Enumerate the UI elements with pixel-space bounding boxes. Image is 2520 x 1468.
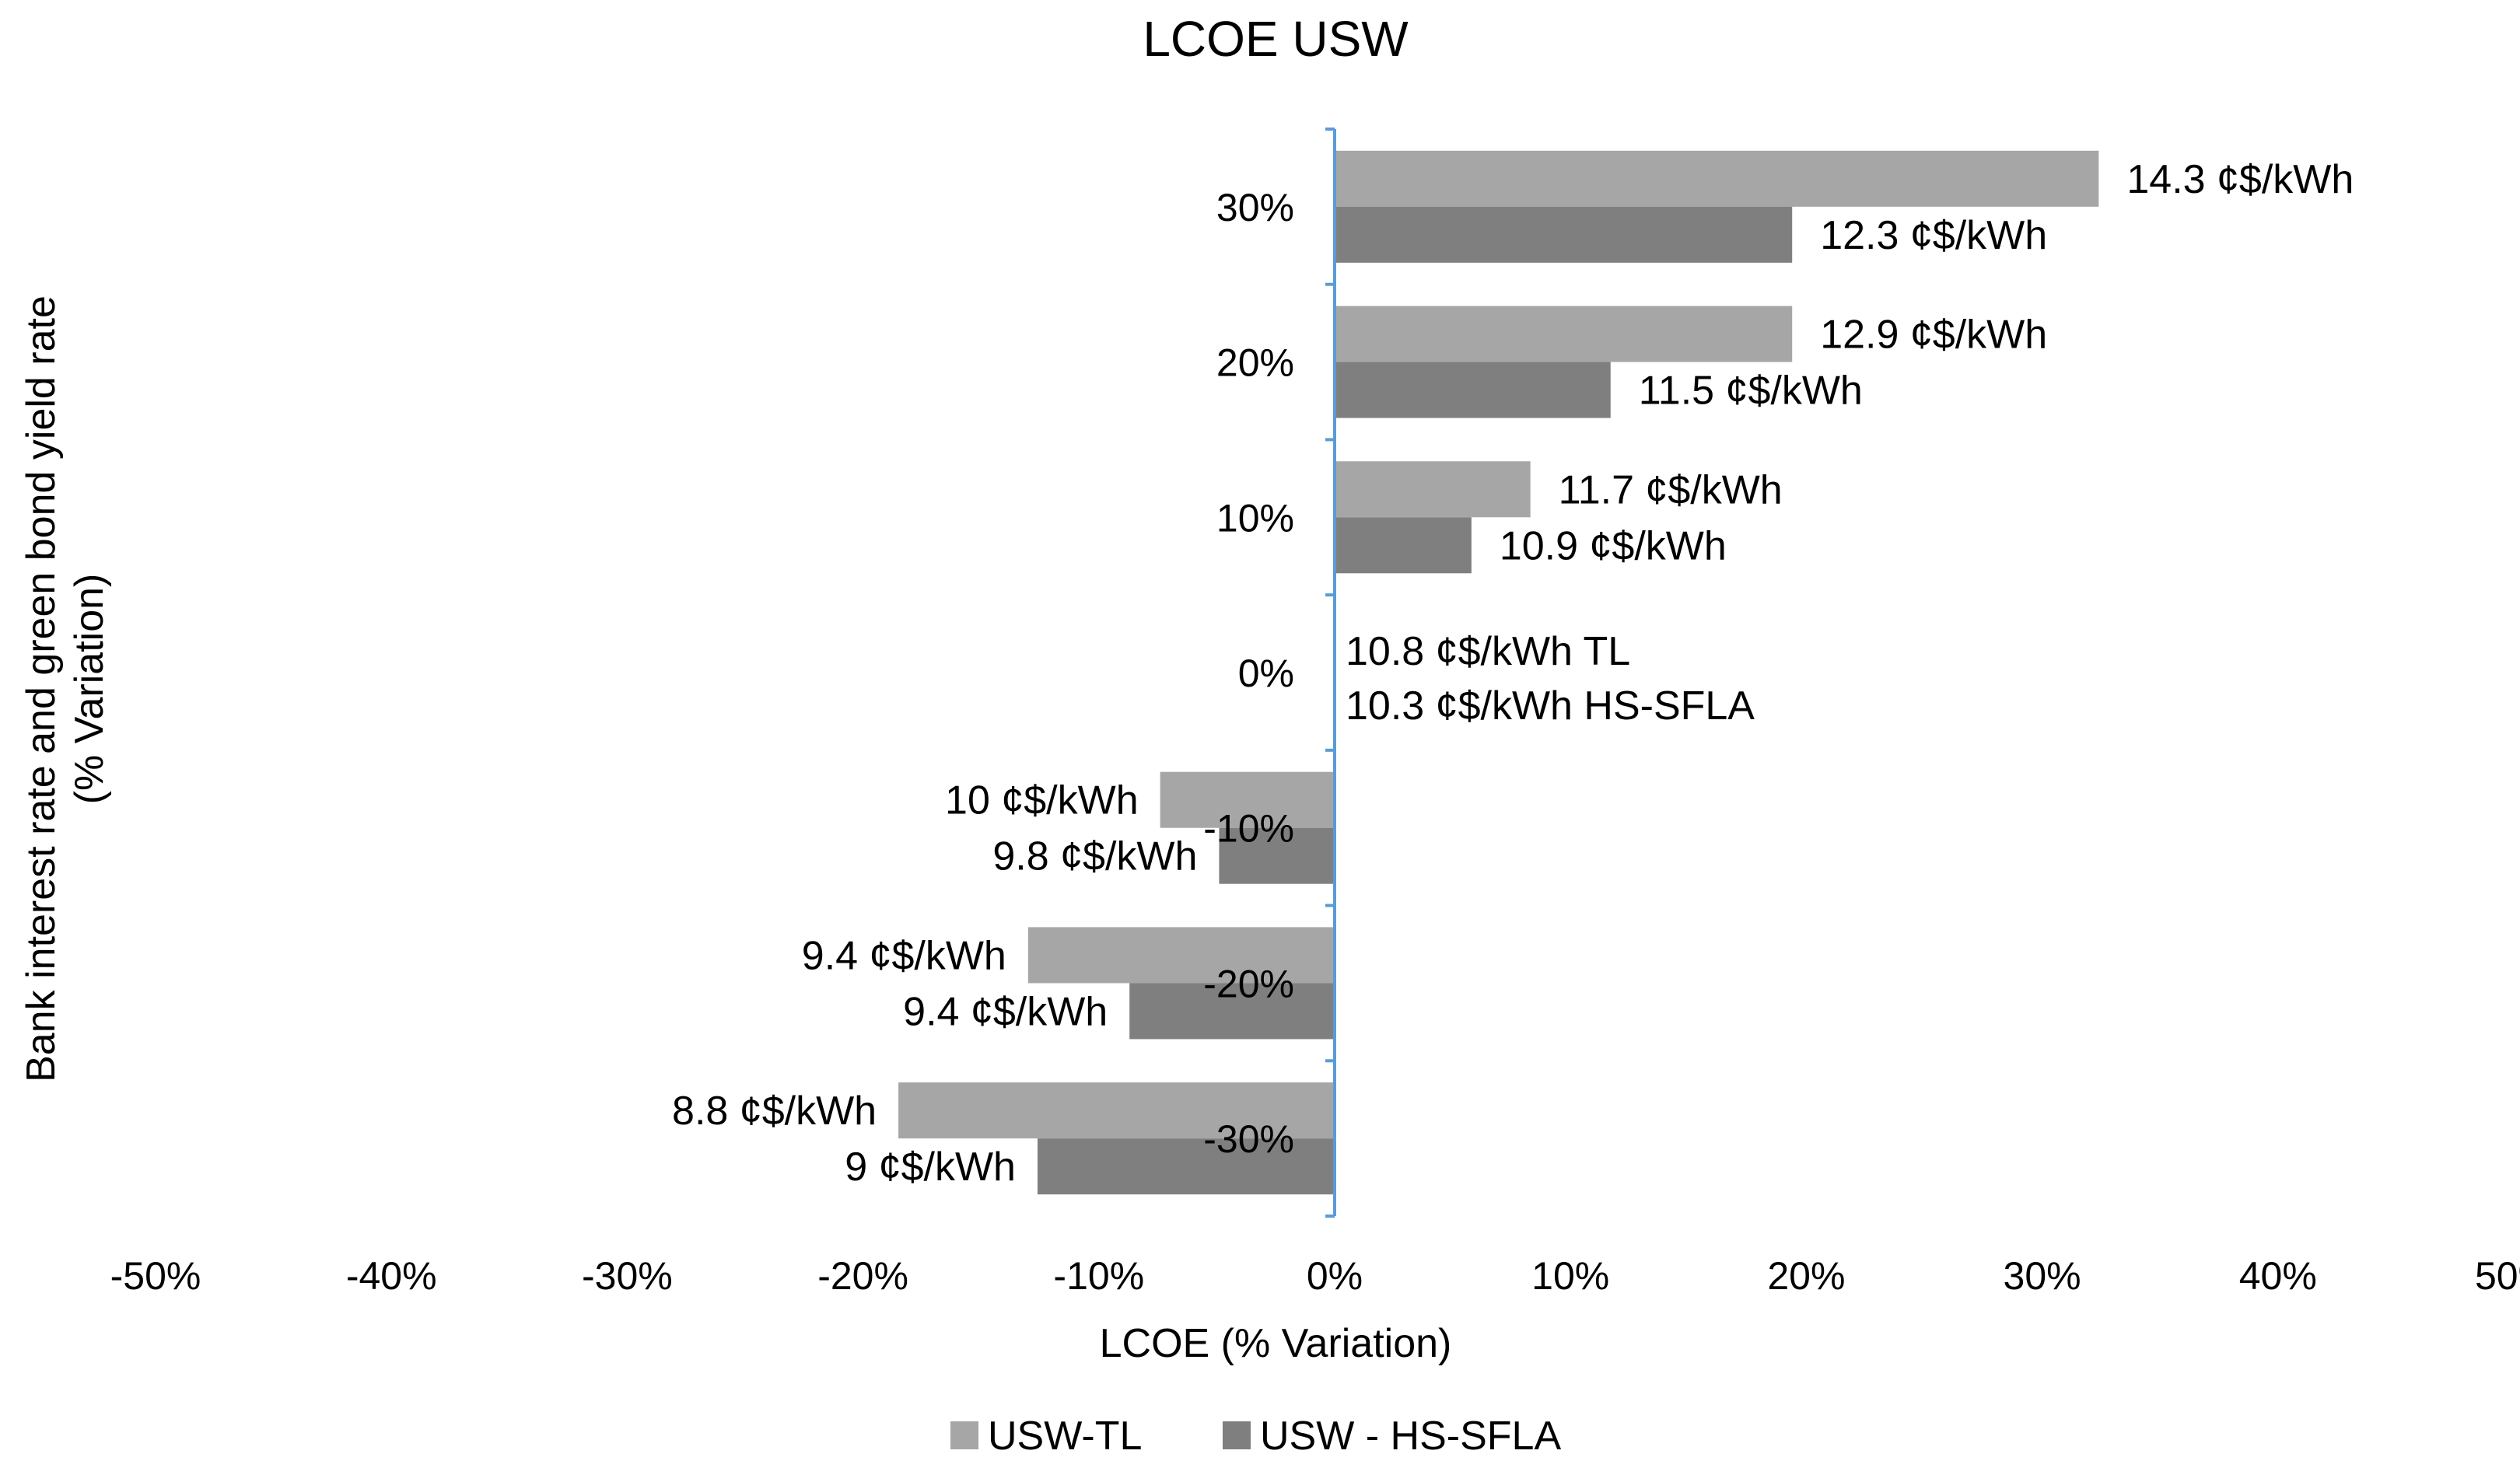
data-label-usw-tl-30: 8.8 ¢$/kWh xyxy=(672,1089,877,1134)
y-tick-label-10: -10% xyxy=(1203,807,1294,851)
y-axis: 30% 20% 10% 0% -10% -20% -30% xyxy=(1203,128,1336,1218)
y-axis-title-line-1: Bank interest rate and green bond yield … xyxy=(19,295,64,1082)
bar-usw-tl-10 xyxy=(1160,771,1335,828)
x-tick-label-0: 0% xyxy=(1307,1254,1363,1298)
data-label-usw-tl-10: 11.7 ¢$/kWh xyxy=(1559,467,1783,512)
x-axis-ticks: -50% -40% -30% -20% -10% 0% 10% 20% 30% 40% 50% xyxy=(110,1254,2520,1298)
legend: USW-TL USW - HS-SFLA xyxy=(950,1414,1561,1459)
x-tick-label-10: 10% xyxy=(1531,1254,1609,1298)
legend-swatch-usw-tl xyxy=(950,1421,978,1449)
legend-swatch-usw-hs-sfla xyxy=(1223,1421,1251,1449)
data-label-usw-tl-20: 12.9 ¢$/kWh xyxy=(1820,313,2047,358)
x-tick-label-30: 30% xyxy=(2004,1254,2081,1298)
legend-label-usw-tl: USW-TL xyxy=(988,1414,1142,1459)
data-label-usw-hs-sfla-30: 9 ¢$/kWh xyxy=(845,1145,1016,1190)
data-label-usw-hs-sfla-30: 12.3 ¢$/kWh xyxy=(1820,213,2047,258)
bar-usw-hs-sfla-30 xyxy=(1037,1138,1335,1195)
data-labels: 14.3 ¢$/kWh 12.3 ¢$/kWh 12.9 ¢$/kWh 11.5 ¢$… xyxy=(672,157,2354,1190)
data-label-usw-tl-20: 9.4 ¢$/kWh xyxy=(802,933,1006,978)
bar-usw-tl-20 xyxy=(1335,306,1793,362)
chart-title: LCOE USW xyxy=(1143,11,1409,67)
bar-usw-hs-sfla-20 xyxy=(1335,362,1611,418)
x-tick-label-40: 40% xyxy=(2239,1254,2317,1298)
bar-usw-hs-sfla-10 xyxy=(1335,517,1472,574)
zero-annotation-hs-sfla: 10.3 ¢$/kWh HS-SFLA xyxy=(1346,683,1755,729)
zero-annotation-tl: 10.8 ¢$/kWh TL xyxy=(1346,629,1630,674)
y-axis-title: Bank interest rate and green bond yield … xyxy=(19,295,112,1082)
bars-layer xyxy=(898,150,2099,1195)
data-label-usw-hs-sfla-10: 10.9 ¢$/kWh xyxy=(1500,523,1727,568)
y-tick-label-0: 0% xyxy=(1238,652,1294,695)
bar-usw-tl-10 xyxy=(1335,461,1531,518)
data-label-usw-hs-sfla-20: 9.4 ¢$/kWh xyxy=(903,989,1108,1034)
bar-usw-tl-30 xyxy=(898,1082,1335,1139)
y-tick-label-10: 10% xyxy=(1216,496,1294,540)
data-label-usw-hs-sfla-10: 9.8 ¢$/kWh xyxy=(992,834,1197,879)
x-axis-title: LCOE (% Variation) xyxy=(1100,1321,1452,1366)
bar-usw-tl-20 xyxy=(1027,927,1335,984)
y-tick-label-30: -30% xyxy=(1203,1117,1294,1161)
x-tick-label-50: 50% xyxy=(2475,1254,2520,1298)
x-tick-label-20: 20% xyxy=(1767,1254,1845,1298)
data-label-usw-tl-30: 14.3 ¢$/kWh xyxy=(2126,157,2354,202)
bar-usw-hs-sfla-10 xyxy=(1219,827,1335,884)
x-tick-label-20: -20% xyxy=(817,1254,908,1298)
y-axis-title-line-2: (% Variation) xyxy=(67,574,112,805)
bar-usw-tl-30 xyxy=(1335,150,2099,207)
data-label-usw-tl-10: 10 ¢$/kWh xyxy=(945,778,1139,823)
x-tick-label-30: -30% xyxy=(582,1254,673,1298)
data-label-usw-hs-sfla-20: 11.5 ¢$/kWh xyxy=(1639,369,1863,414)
y-tick-label-30: 30% xyxy=(1216,186,1294,229)
legend-label-usw-hs-sfla: USW - HS-SFLA xyxy=(1260,1414,1561,1459)
x-tick-label-40: -40% xyxy=(346,1254,437,1298)
x-tick-label-50: -50% xyxy=(110,1254,201,1298)
x-tick-label-10: -10% xyxy=(1053,1254,1144,1298)
bar-usw-hs-sfla-30 xyxy=(1335,206,1793,263)
bar-usw-hs-sfla-20 xyxy=(1129,983,1335,1040)
y-tick-label-20: -20% xyxy=(1203,962,1294,1005)
y-tick-label-20: 20% xyxy=(1216,341,1294,385)
